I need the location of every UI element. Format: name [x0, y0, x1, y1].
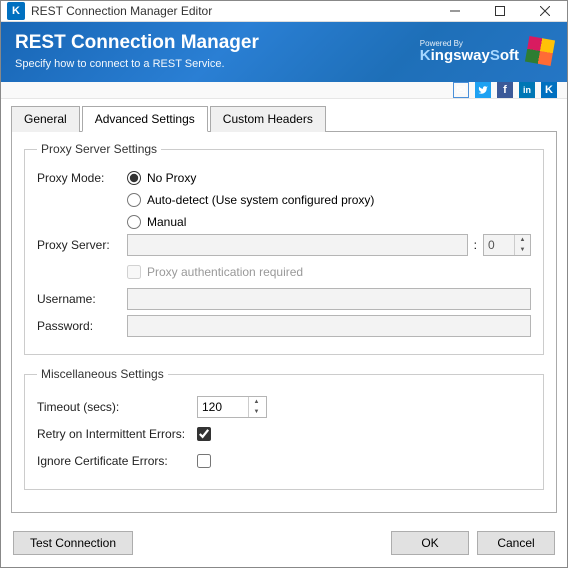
header-title: REST Connection Manager: [15, 32, 420, 54]
test-connection-button[interactable]: Test Connection: [13, 531, 133, 555]
timeout-spinner[interactable]: ▲▼: [248, 397, 264, 417]
proxy-opt-auto-label: Auto-detect (Use system configured proxy…: [147, 193, 374, 207]
proxy-auth-label: Proxy authentication required: [147, 265, 303, 279]
kingswaysoft-icon[interactable]: K: [541, 82, 557, 98]
timeout-stepper[interactable]: ▲▼: [197, 396, 267, 418]
close-button[interactable]: [522, 1, 567, 21]
tab-strip: General Advanced Settings Custom Headers: [11, 106, 557, 132]
username-input[interactable]: [127, 288, 531, 310]
proxy-opt-auto[interactable]: Auto-detect (Use system configured proxy…: [127, 193, 374, 207]
proxy-opt-no-label: No Proxy: [147, 171, 196, 185]
proxy-opt-manual-label: Manual: [147, 215, 186, 229]
proxy-auth-checkbox-row: Proxy authentication required: [127, 265, 303, 279]
app-icon: K: [7, 2, 25, 20]
close-icon: [540, 6, 550, 16]
spin-down-icon[interactable]: ▼: [249, 407, 264, 417]
brand-powered-by: Powered By: [420, 40, 519, 48]
ok-button[interactable]: OK: [391, 531, 469, 555]
social-bar: ✉ f in K: [1, 82, 567, 99]
header-text: REST Connection Manager Specify how to c…: [15, 32, 420, 70]
cancel-button[interactable]: Cancel: [477, 531, 555, 555]
brand-area: Powered By KingswaySoft: [420, 38, 553, 64]
spin-up-icon[interactable]: ▲: [249, 397, 264, 407]
brand-cube-icon: [525, 36, 555, 66]
content-area: General Advanced Settings Custom Headers…: [1, 99, 567, 523]
spin-up-icon[interactable]: ▲: [515, 235, 530, 245]
proxy-radio-auto[interactable]: [127, 193, 141, 207]
port-separator: :: [474, 238, 477, 252]
proxy-opt-manual[interactable]: Manual: [127, 215, 374, 229]
proxy-radio-no[interactable]: [127, 171, 141, 185]
header-banner: REST Connection Manager Specify how to c…: [1, 22, 567, 82]
proxy-port-stepper[interactable]: ▲▼: [483, 234, 531, 256]
proxy-server-input[interactable]: [127, 234, 468, 256]
tab-advanced-settings[interactable]: Advanced Settings: [82, 106, 208, 132]
twitter-icon[interactable]: [475, 82, 491, 98]
proxy-mode-options: No Proxy Auto-detect (Use system configu…: [127, 171, 374, 229]
linkedin-icon[interactable]: in: [519, 82, 535, 98]
retry-label: Retry on Intermittent Errors:: [37, 427, 197, 441]
header-subtitle: Specify how to connect to a REST Service…: [15, 58, 420, 70]
window-controls: [432, 1, 567, 21]
maximize-icon: [495, 6, 505, 16]
brand-name: KingswaySoft: [420, 47, 519, 64]
brand-logo-text: Powered By KingswaySoft: [420, 40, 519, 63]
misc-legend: Miscellaneous Settings: [37, 367, 168, 381]
timeout-input[interactable]: [198, 397, 248, 417]
ignore-cert-label: Ignore Certificate Errors:: [37, 454, 197, 468]
retry-checkbox[interactable]: [197, 427, 211, 441]
footer: Test Connection OK Cancel: [1, 523, 567, 567]
window-title: REST Connection Manager Editor: [31, 4, 432, 18]
username-label: Username:: [37, 292, 127, 306]
proxy-legend: Proxy Server Settings: [37, 142, 161, 156]
minimize-button[interactable]: [432, 1, 477, 21]
spin-down-icon[interactable]: ▼: [515, 245, 530, 255]
proxy-opt-no[interactable]: No Proxy: [127, 171, 374, 185]
port-spinner[interactable]: ▲▼: [514, 235, 530, 255]
proxy-mode-label: Proxy Mode:: [37, 171, 127, 185]
tab-panel: Proxy Server Settings Proxy Mode: No Pro…: [11, 131, 557, 513]
proxy-radio-manual[interactable]: [127, 215, 141, 229]
proxy-port-input[interactable]: [484, 235, 514, 255]
password-label: Password:: [37, 319, 127, 333]
proxy-settings-group: Proxy Server Settings Proxy Mode: No Pro…: [24, 142, 544, 355]
titlebar: K REST Connection Manager Editor: [1, 1, 567, 22]
proxy-server-label: Proxy Server:: [37, 238, 127, 252]
timeout-label: Timeout (secs):: [37, 400, 197, 414]
minimize-icon: [450, 6, 460, 16]
facebook-icon[interactable]: f: [497, 82, 513, 98]
proxy-auth-checkbox: [127, 265, 141, 279]
tab-general[interactable]: General: [11, 106, 80, 132]
window: K REST Connection Manager Editor REST Co…: [0, 0, 568, 568]
ignore-cert-checkbox[interactable]: [197, 454, 211, 468]
misc-settings-group: Miscellaneous Settings Timeout (secs): ▲…: [24, 367, 544, 490]
tab-custom-headers[interactable]: Custom Headers: [210, 106, 326, 132]
password-input[interactable]: [127, 315, 531, 337]
mail-icon[interactable]: ✉: [453, 82, 469, 98]
maximize-button[interactable]: [477, 1, 522, 21]
